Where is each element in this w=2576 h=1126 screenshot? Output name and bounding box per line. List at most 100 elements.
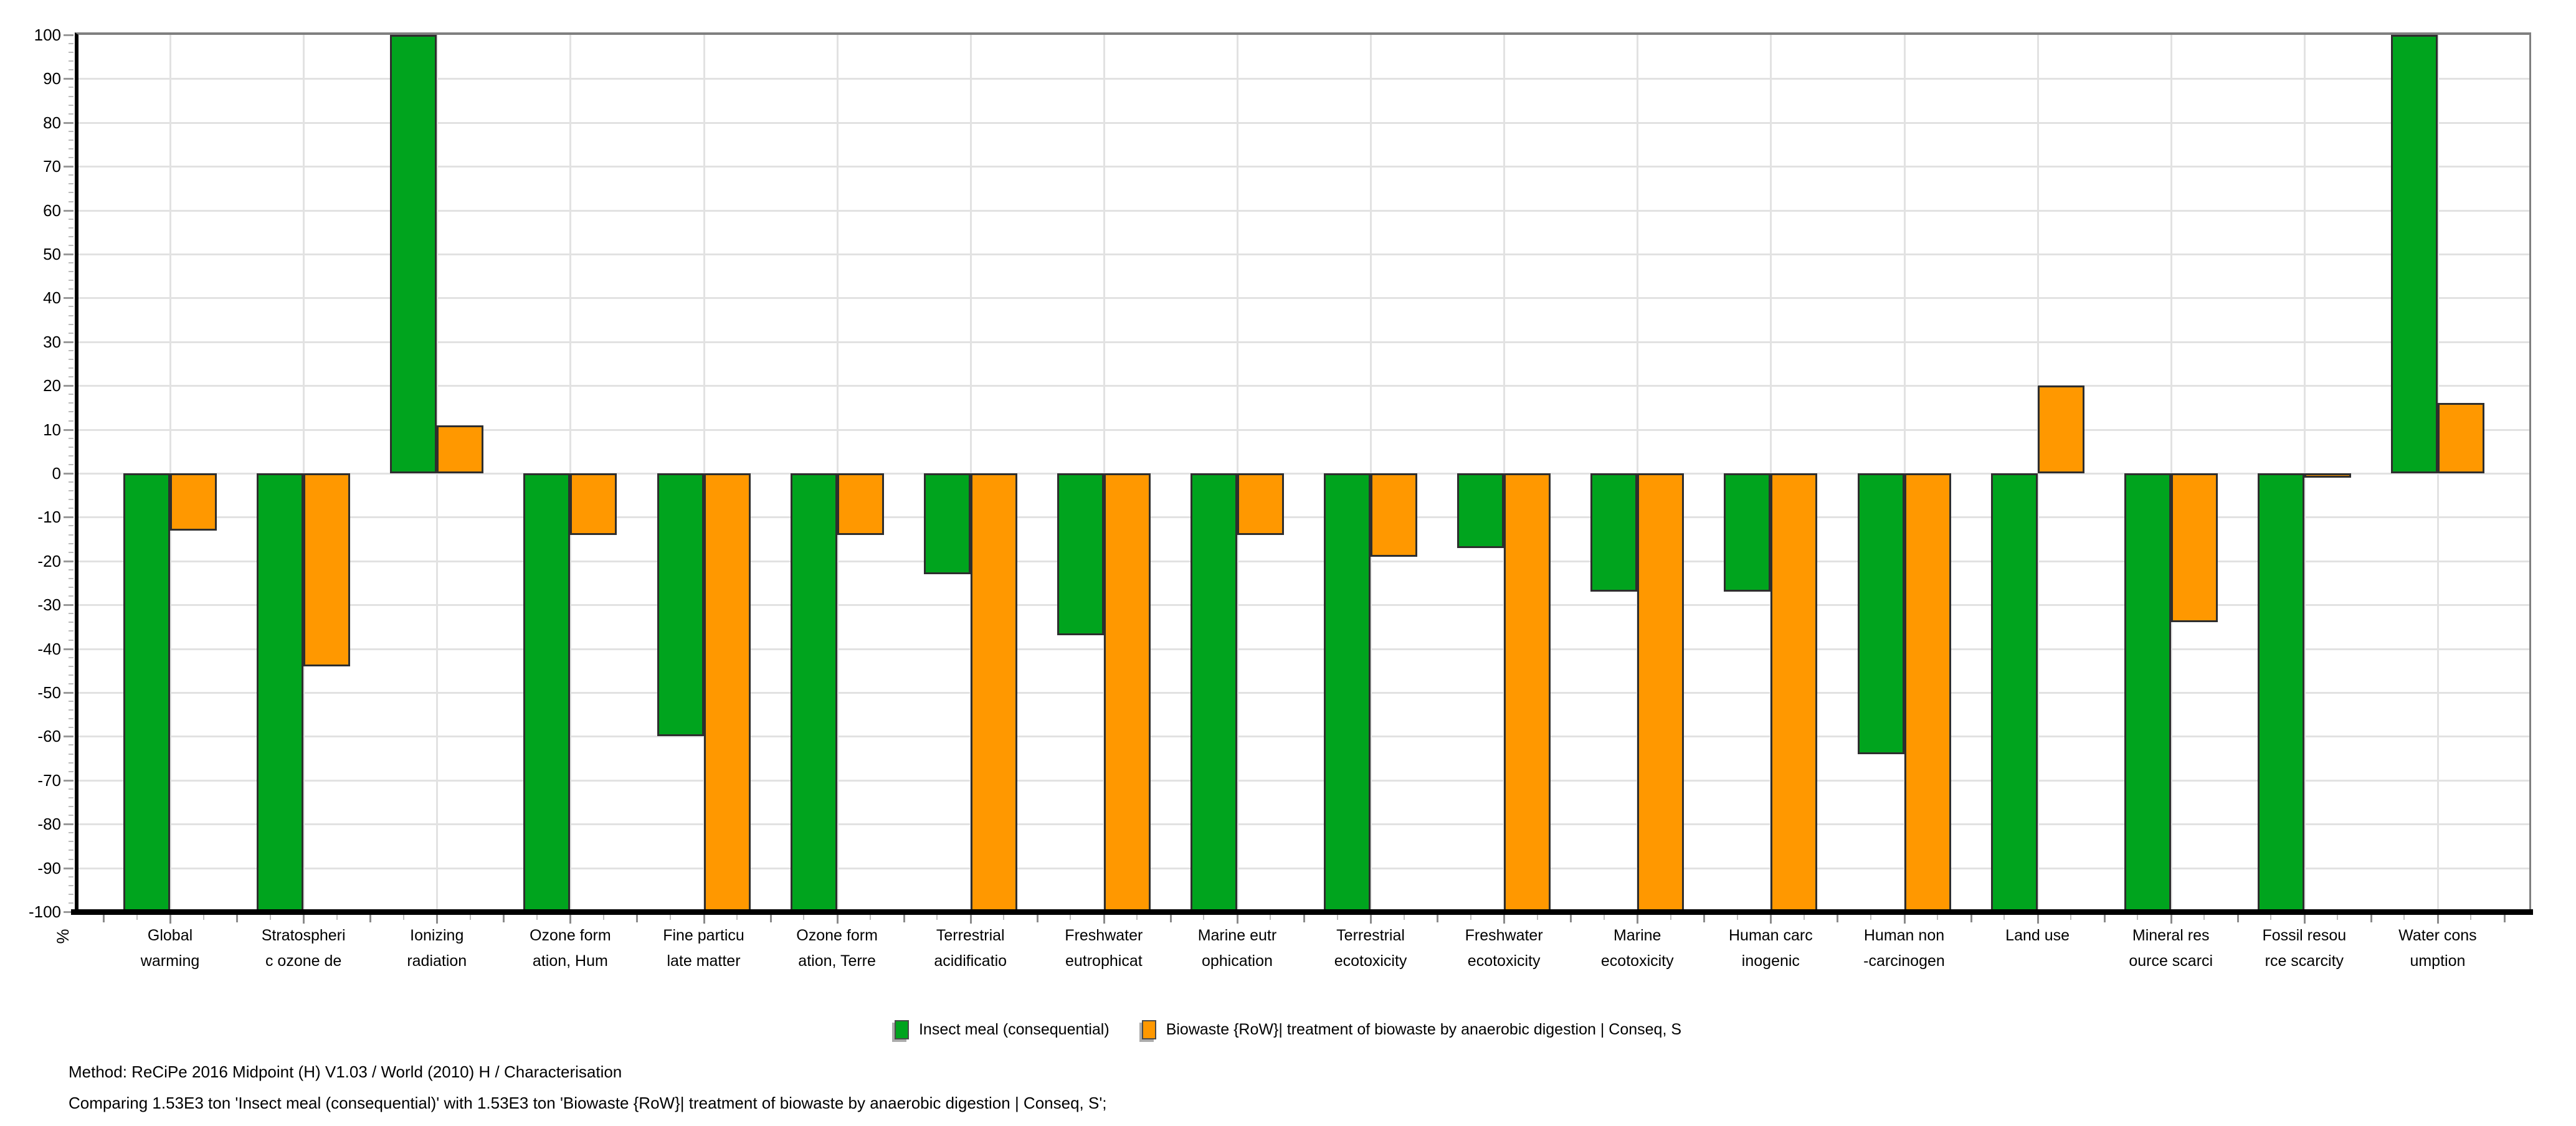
y-axis-minortick [69,630,74,632]
x-axis-minortick [469,915,471,920]
bar-biowaste-11 [1637,473,1685,912]
bar-biowaste-14 [2037,386,2084,473]
category-label-6: Terrestrial acidificatio [934,927,1007,970]
y-axis-tick-10 [64,428,74,431]
x-axis-tick-boundary-5 [769,915,772,922]
x-axis-minortick [1070,915,1072,920]
y-axis-minortick [69,130,74,132]
gridline-h-70 [78,166,2529,168]
x-axis-minortick [1270,915,1271,920]
bar-biowaste-3 [570,473,617,535]
bar-insect-11 [1590,473,1638,592]
y-axis-minortick [69,832,74,834]
y-axis-tick-100 [64,34,74,36]
y-axis-label--50: -50 [37,683,61,702]
y-axis-minortick [69,394,74,395]
y-axis-minortick [69,587,74,589]
x-axis-minortick [1603,915,1605,920]
x-axis-minortick [1336,915,1338,920]
x-axis-tick-center-17 [2436,915,2439,924]
bar-insect-14 [1990,473,2038,912]
x-axis-minortick [336,915,338,920]
bar-biowaste-10 [1504,473,1551,912]
category-label-13: Human non -carcinogen [1863,927,1945,970]
y-axis-minortick [69,139,74,141]
bar-biowaste-1 [303,473,351,666]
y-axis-minortick [69,876,74,878]
x-axis-tick-center-6 [969,915,972,924]
x-axis-tick-center-12 [1770,915,1772,924]
bar-biowaste-7 [1103,473,1151,912]
x-axis-tick-boundary-0 [103,915,105,922]
x-axis-tick-center-15 [2170,915,2172,924]
y-axis-label-0: 0 [52,464,61,483]
y-axis-tick-60 [64,209,74,212]
y-axis-tick--30 [64,604,74,607]
x-axis-tick-center-10 [1503,915,1506,924]
y-axis-tick--100 [64,911,74,913]
y-axis-label--20: -20 [37,551,61,570]
gridline-h-10 [78,428,2529,431]
x-axis-tick-boundary-16 [2236,915,2239,922]
x-axis-tick-boundary-14 [1970,915,1972,922]
y-axis-minortick [69,235,74,237]
x-axis-minortick [536,915,538,920]
y-axis-minortick [69,718,74,720]
category-label-15: Mineral res ource scarci [2129,927,2213,970]
x-axis-minortick [2403,915,2405,920]
y-axis-minortick [69,183,74,185]
y-axis-label--30: -30 [37,595,61,615]
y-axis-minortick [69,701,74,703]
x-axis-tick-boundary-7 [1036,915,1038,922]
x-axis-tick-center-7 [1103,915,1105,924]
y-axis-minortick [69,490,74,492]
y-axis-label-90: 90 [43,69,61,88]
x-axis-tick-boundary-3 [503,915,505,922]
x-axis-tick-boundary-2 [369,915,372,922]
y-axis-minortick [69,797,74,798]
y-axis-label-20: 20 [43,376,61,395]
y-axis-minortick [69,323,74,325]
x-axis-minortick [736,915,738,920]
gridline-h-60 [78,209,2529,212]
y-axis-label--60: -60 [37,727,61,746]
y-axis-minortick [69,656,74,658]
bar-biowaste-15 [2170,473,2218,623]
legend-label-insect-meal: Insect meal (consequential) [918,1021,1110,1038]
y-axis-minortick [69,52,74,54]
x-axis-minortick [936,915,938,920]
y-axis-minortick [69,815,74,816]
y-axis-label-50: 50 [43,245,61,263]
y-axis-tick--20 [64,560,74,562]
plot-area [75,32,2531,913]
gridline-v-17 [2436,35,2439,912]
bar-insect-2 [390,35,437,473]
gridline-h--20 [78,560,2529,562]
y-axis-minortick [69,411,74,413]
gridline-h--80 [78,823,2529,826]
y-axis-label--70: -70 [37,770,61,790]
category-label-2: Ionizing radiation [407,927,467,970]
y-axis-minortick [69,841,74,843]
x-axis-minortick [1403,915,1405,920]
y-axis-minortick [69,349,74,351]
y-axis-minortick [69,577,74,579]
legend: Insect meal (consequential) Biowaste {Ro… [0,1020,2576,1039]
x-axis-minortick [2270,915,2272,920]
x-axis-tick-boundary-10 [1437,915,1439,922]
y-axis-minortick [69,192,74,194]
y-axis-minortick [69,770,74,772]
x-axis-tick-center-13 [1903,915,1906,924]
y-axis-minortick [69,367,74,369]
y-axis-minortick [69,463,74,465]
x-axis-tick-boundary-8 [1169,915,1172,922]
x-axis-minortick [1003,915,1005,920]
gridline-h--40 [78,648,2529,650]
y-axis-minortick [69,788,74,790]
gridline-h--70 [78,779,2529,782]
bar-biowaste-4 [703,473,751,912]
legend-item-insect-meal: Insect meal (consequential) [894,1020,1110,1039]
y-axis-tick--50 [64,692,74,694]
y-axis-minortick [69,402,74,404]
